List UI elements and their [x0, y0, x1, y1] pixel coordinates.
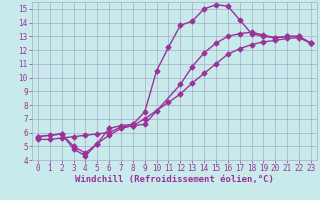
X-axis label: Windchill (Refroidissement éolien,°C): Windchill (Refroidissement éolien,°C) — [75, 175, 274, 184]
